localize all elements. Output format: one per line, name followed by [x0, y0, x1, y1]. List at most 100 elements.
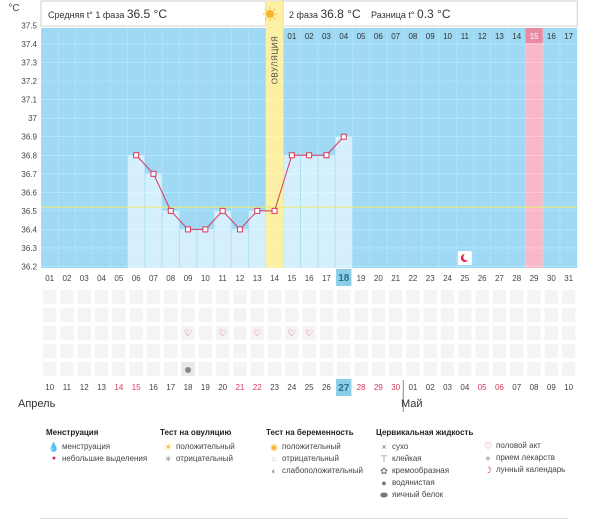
- date-label-top: 19: [357, 274, 366, 283]
- date-label-bottom: 01: [408, 383, 417, 392]
- date-label-top: 20: [374, 274, 383, 283]
- event-cell: [60, 290, 74, 304]
- date-label-bottom: 07: [512, 383, 521, 392]
- cycle-day-label: 01: [287, 32, 296, 41]
- event-cell: [216, 326, 230, 340]
- date-label-bottom: 26: [322, 383, 331, 392]
- test-positive-icon: ◉: [270, 442, 278, 452]
- cycle-day-label: 12: [478, 32, 487, 41]
- event-cell: [216, 344, 230, 358]
- cycle-day-label: 11: [461, 32, 470, 41]
- event-cell: [233, 308, 247, 322]
- temp-bar: [283, 155, 300, 268]
- event-cell: [112, 308, 126, 322]
- temperature-point: [133, 152, 140, 159]
- event-cell: [319, 362, 334, 376]
- highlight-column: [525, 28, 543, 268]
- event-cell: [94, 344, 109, 358]
- event-cell: [60, 362, 74, 376]
- temp-bar: [128, 155, 145, 268]
- event-cell: [562, 290, 576, 304]
- temperature-point: [306, 152, 313, 159]
- moon-icon-cut: [463, 253, 471, 261]
- date-label-top: 15: [287, 274, 296, 283]
- event-cell: [406, 344, 420, 358]
- temperature-point: [219, 207, 226, 214]
- legend-menstruation: Менструация 💧 менструация ● небольшие выде…: [46, 428, 147, 465]
- date-label-bottom: 13: [97, 383, 106, 392]
- sticky-icon: ⊤: [380, 454, 388, 464]
- y-tick-label: 36.8: [21, 151, 37, 160]
- y-tick-label: 36.9: [21, 133, 37, 142]
- temp-bar: [145, 173, 162, 268]
- event-cell: [198, 344, 212, 358]
- event-cell: [492, 308, 507, 322]
- event-cell: [164, 362, 178, 376]
- cycle-day-label: 09: [426, 32, 435, 41]
- date-label-bottom: 27: [338, 383, 350, 394]
- date-label-bottom: 24: [287, 383, 296, 392]
- cycle-day-label: 07: [391, 32, 400, 41]
- event-cell: [198, 326, 212, 340]
- date-label-top: 12: [235, 274, 244, 283]
- temperature-point: [288, 152, 295, 159]
- temp-bar: [214, 210, 231, 268]
- phase2-summary: 2 фаза 36.8 °C: [289, 7, 361, 21]
- cycle-day-label: 16: [547, 32, 556, 41]
- event-cell: [285, 326, 299, 340]
- test-weak-icon: ◐: [271, 466, 277, 476]
- event-cell: [389, 326, 403, 340]
- date-label-bottom: 30: [391, 383, 400, 392]
- event-cell: [492, 362, 507, 376]
- event-cell: [406, 362, 420, 376]
- event-cell: [527, 326, 541, 340]
- event-cell: [475, 308, 489, 322]
- legend-item: ◉ положительный: [266, 441, 363, 453]
- legend-item: ☽ лунный календарь: [483, 465, 566, 475]
- event-cell: [475, 362, 489, 376]
- event-cell: [458, 344, 472, 358]
- date-label-bottom: 20: [218, 383, 227, 392]
- event-cell: [371, 308, 385, 322]
- event-cell: [354, 326, 368, 340]
- drop-icon: [185, 367, 192, 373]
- event-cell: [181, 290, 195, 304]
- y-tick-label: 37.4: [21, 40, 37, 49]
- legend-title: Цервикальная жидкость: [376, 428, 474, 437]
- temperature-point: [254, 207, 261, 214]
- date-label-top: 22: [408, 274, 417, 283]
- y-tick-label: 36.5: [21, 207, 37, 216]
- small-drop-icon: ●: [51, 455, 57, 462]
- legend-item: ● водянистая: [376, 477, 473, 489]
- event-cell: [475, 290, 489, 304]
- bottom-divider: [40, 518, 568, 519]
- legend-title: Менструация: [46, 428, 99, 437]
- event-cell: [94, 362, 109, 376]
- date-label-top: 29: [530, 274, 539, 283]
- event-cell: [233, 344, 247, 358]
- heart-icon: ♡: [288, 328, 296, 338]
- event-cell: [112, 362, 126, 376]
- event-cell: [146, 344, 161, 358]
- event-cell: [458, 290, 472, 304]
- event-cell: [510, 362, 524, 376]
- date-label-top: 04: [97, 274, 106, 283]
- event-cell: [181, 308, 195, 322]
- event-cell: [216, 290, 230, 304]
- event-cell: [319, 326, 334, 340]
- event-cell: [458, 326, 472, 340]
- event-cell: [129, 290, 143, 304]
- legend-item: ☀ отрицательный: [163, 454, 233, 464]
- date-label-bottom: 16: [149, 383, 158, 392]
- event-cell: [164, 290, 178, 304]
- event-cell: [510, 290, 524, 304]
- event-cell: [198, 308, 212, 322]
- legend-title: Тест на беременность: [266, 428, 354, 437]
- temperature-point: [167, 207, 174, 214]
- watery-icon: ●: [381, 478, 387, 488]
- event-cell: [285, 344, 299, 358]
- date-label-top: 03: [80, 274, 89, 283]
- date-label-top: 16: [305, 274, 314, 283]
- date-label-top: 06: [132, 274, 141, 283]
